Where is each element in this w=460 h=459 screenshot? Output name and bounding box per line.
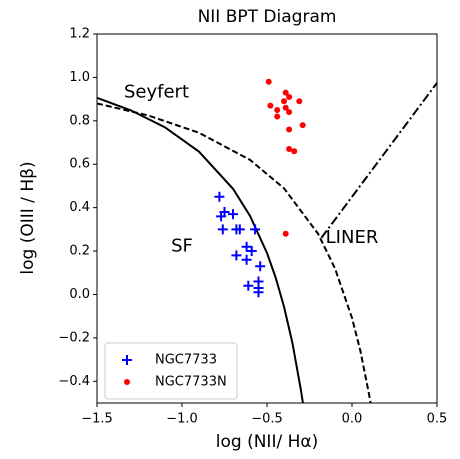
x-tick-label: −0.5 xyxy=(251,412,283,427)
data-point xyxy=(255,261,266,272)
data-point xyxy=(286,93,293,100)
x-tick-label: −1.5 xyxy=(81,412,113,427)
region-label: SF xyxy=(171,236,193,257)
region-label: LINER xyxy=(326,227,379,248)
data-point xyxy=(281,98,287,105)
data-point xyxy=(286,146,293,153)
data-point xyxy=(274,113,281,120)
data-point xyxy=(243,280,254,291)
data-point xyxy=(291,148,298,155)
data-point xyxy=(241,241,252,252)
plot-frame xyxy=(96,33,438,404)
data-point xyxy=(265,78,272,85)
x-tick-label: 0.0 xyxy=(342,412,363,427)
region-label: Seyfert xyxy=(124,82,189,103)
data-point xyxy=(299,122,306,129)
legend-marker xyxy=(122,355,132,365)
x-axis-label: log (NII/ Hα) xyxy=(216,432,318,452)
data-point xyxy=(228,209,238,220)
data-point xyxy=(246,246,257,257)
chart-title: NII BPT Diagram xyxy=(198,7,337,27)
y-tick-label: 0.2 xyxy=(69,244,90,259)
data-point xyxy=(241,254,252,265)
y-tick-label: 1.2 xyxy=(69,27,90,42)
data-point xyxy=(274,106,281,113)
boundary-curve xyxy=(97,102,372,403)
data-point xyxy=(234,224,245,235)
data-point xyxy=(282,230,289,237)
data-point xyxy=(253,287,264,298)
data-point xyxy=(231,250,242,261)
data-point xyxy=(286,126,293,133)
legend-label: NGC7733N xyxy=(155,375,227,390)
legend: NGC7733 NGC7733N xyxy=(104,342,238,400)
x-tick-label: −1.0 xyxy=(166,412,198,427)
legend-box xyxy=(104,342,238,400)
y-tick-label: 1.0 xyxy=(69,70,90,85)
y-tick-label: 0.4 xyxy=(69,200,90,215)
y-tick-label: −0.4 xyxy=(58,374,90,389)
data-point xyxy=(282,104,289,111)
data-point xyxy=(296,98,303,105)
data-point xyxy=(282,89,289,96)
boundary-curve xyxy=(97,96,304,403)
plot-area xyxy=(97,78,437,403)
data-point xyxy=(216,211,227,222)
y-tick-label: 0.0 xyxy=(69,287,90,302)
legend-label: NGC7733 xyxy=(155,353,217,368)
legend-marker xyxy=(124,379,130,385)
data-point xyxy=(286,109,293,116)
x-tick-label: 0.5 xyxy=(427,412,448,427)
y-tick-label: 0.8 xyxy=(69,113,90,128)
data-point xyxy=(217,224,228,235)
y-tick-label: −0.2 xyxy=(58,330,90,345)
boundary-curve xyxy=(320,82,437,239)
data-point xyxy=(267,102,274,109)
data-point xyxy=(214,191,225,202)
y-tick-label: 0.6 xyxy=(69,157,90,172)
data-point xyxy=(250,224,261,235)
y-axis-label: log (OIII / Hβ) xyxy=(18,161,38,274)
